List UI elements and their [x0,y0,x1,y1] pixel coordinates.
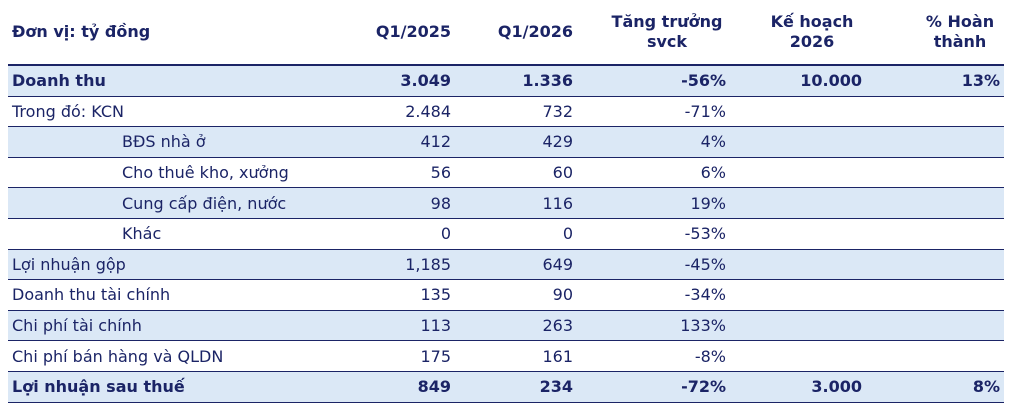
cell: -56% [577,65,730,97]
header-text: Đơn vị: tỷ đồng [12,22,151,41]
cell: -8% [577,340,730,372]
cell: 133% [577,310,730,342]
cell: 1.336 [455,65,577,97]
cell: 2.484 [348,96,455,128]
row-label: Khác [8,218,348,250]
cell: 113 [348,310,455,342]
row-label: Doanh thu [8,65,348,97]
cell: -34% [577,279,730,311]
cell [730,310,866,342]
row-label: Chi phí tài chính [8,310,348,342]
cell: 90 [455,279,577,311]
table-row: Lợi nhuận sau thuế 849 234 -72% 3.000 8% [8,371,1004,403]
cell [866,218,1004,250]
table-row: BĐS nhà ở 412 429 4% [8,126,1004,158]
table-row: Cho thuê kho, xưởng 56 60 6% [8,157,1004,189]
cell: 60 [455,157,577,189]
row-label: Doanh thu tài chính [8,279,348,311]
header-cell: Tăng trưởng svck [577,0,730,66]
cell [866,340,1004,372]
header-cell: Đơn vị: tỷ đồng [8,0,348,66]
cell: 8% [866,371,1004,403]
cell [730,218,866,250]
cell: -72% [577,371,730,403]
financial-table: Đơn vị: tỷ đồng Q1/2025 Q1/2026 Tăng trưởng… [8,0,1004,403]
cell: 135 [348,279,455,311]
header-cell: % Hoàn thành [866,0,1004,66]
cell: 0 [455,218,577,250]
row-label: Cho thuê kho, xưởng [8,157,348,189]
cell: 175 [348,340,455,372]
cell [730,96,866,128]
cell [866,187,1004,219]
cell [866,157,1004,189]
cell: 13% [866,65,1004,97]
header-text: Kế hoạch 2026 [770,12,854,51]
cell [730,340,866,372]
cell: 19% [577,187,730,219]
table-row: Chi phí bán hàng và QLDN 175 161 -8% [8,340,1004,372]
cell [866,126,1004,158]
header-cell: Q1/2026 [455,0,577,66]
table-row: Trong đó: KCN 2.484 732 -71% [8,96,1004,128]
row-label: BĐS nhà ở [8,126,348,158]
cell: 412 [348,126,455,158]
cell: 1,185 [348,249,455,281]
cell: 10.000 [730,65,866,97]
cell: 116 [455,187,577,219]
header-text: Tăng trưởng svck [611,12,723,51]
cell: 429 [455,126,577,158]
cell: 56 [348,157,455,189]
row-label: Trong đó: KCN [8,96,348,128]
header-cell: Kế hoạch 2026 [730,0,866,66]
cell: 3.000 [730,371,866,403]
cell [866,96,1004,128]
cell: 849 [348,371,455,403]
cell: 0 [348,218,455,250]
cell: -71% [577,96,730,128]
header-cell: Q1/2025 [348,0,455,66]
cell: 6% [577,157,730,189]
cell: 4% [577,126,730,158]
cell: -53% [577,218,730,250]
cell [866,249,1004,281]
cell: 732 [455,96,577,128]
header-text: Q1/2026 [497,22,573,41]
table-row: Chi phí tài chính 113 263 133% [8,310,1004,342]
row-label: Cung cấp điện, nước [8,187,348,219]
cell: 649 [455,249,577,281]
table-body: Doanh thu 3.049 1.336 -56% 10.000 13% Trong đó… [8,65,1004,403]
cell [866,310,1004,342]
cell: 161 [455,340,577,372]
cell [730,249,866,281]
cell: 98 [348,187,455,219]
cell: 3.049 [348,65,455,97]
cell: 234 [455,371,577,403]
table-row: Lợi nhuận gộp 1,185 649 -45% [8,249,1004,281]
table-row: Doanh thu tài chính 135 90 -34% [8,279,1004,311]
row-label: Chi phí bán hàng và QLDN [8,340,348,372]
row-label: Lợi nhuận sau thuế [8,371,348,403]
table-row: Cung cấp điện, nước 98 116 19% [8,187,1004,219]
table-header: Đơn vị: tỷ đồng Q1/2025 Q1/2026 Tăng trưởng… [8,0,1004,66]
table-row: Khác 0 0 -53% [8,218,1004,250]
row-label: Lợi nhuận gộp [8,249,348,281]
header-row: Đơn vị: tỷ đồng Q1/2025 Q1/2026 Tăng trưởng… [8,0,1004,66]
cell: -45% [577,249,730,281]
cell [730,187,866,219]
header-text: Q1/2025 [375,22,451,41]
header-text: % Hoàn thành [925,12,995,51]
cell [730,126,866,158]
table-row: Doanh thu 3.049 1.336 -56% 10.000 13% [8,65,1004,97]
cell [866,279,1004,311]
cell [730,279,866,311]
cell: 263 [455,310,577,342]
cell [730,157,866,189]
